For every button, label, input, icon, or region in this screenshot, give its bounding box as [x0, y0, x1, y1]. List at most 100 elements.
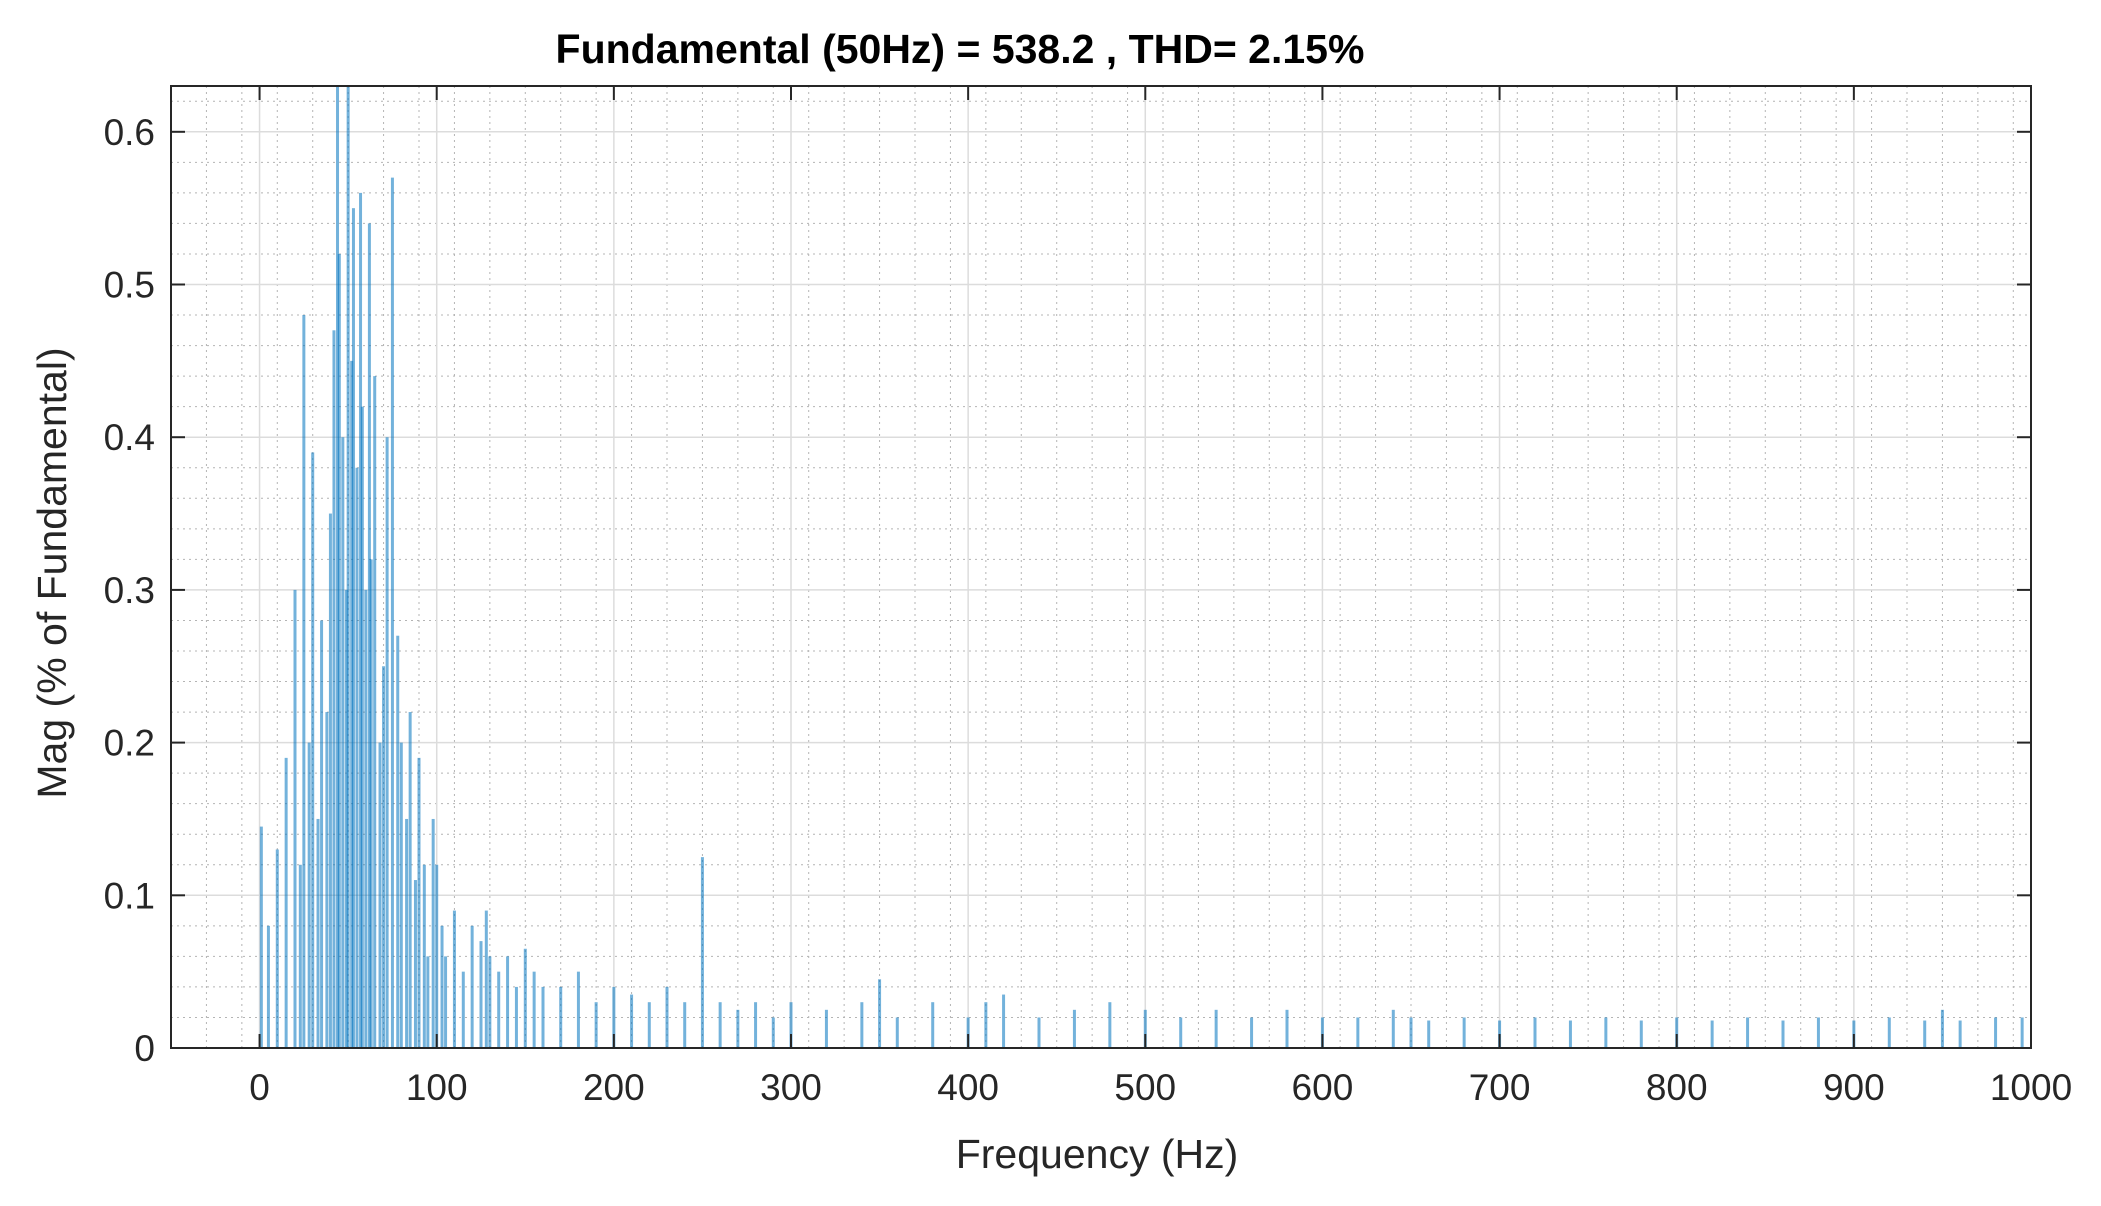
x-tick-label: 800 [1646, 1067, 1708, 1108]
spectrum-bar [754, 1002, 758, 1048]
y-tick-label: 0.6 [104, 112, 155, 153]
x-tick-label: 700 [1469, 1067, 1531, 1108]
spectrum-bar [1320, 1017, 1324, 1048]
spectrum-bar [1356, 1017, 1360, 1048]
x-tick-label: 1000 [1990, 1067, 2072, 1108]
x-tick-label: 0 [249, 1067, 270, 1108]
spectrum-bar [984, 1002, 988, 1048]
major-grid [171, 86, 2032, 1049]
spectrum-bar [382, 666, 386, 1048]
spectrum-bar [444, 956, 448, 1048]
spectrum-bar [408, 712, 412, 1048]
spectrum-bar [364, 589, 368, 1048]
spectrum-bar [399, 742, 403, 1048]
spectrum-bar [771, 1017, 775, 1048]
x-tick-label: 600 [1292, 1067, 1354, 1108]
y-tick-label: 0.1 [104, 875, 155, 916]
spectrum-bar [1409, 1017, 1413, 1048]
spectrum-bar [1781, 1020, 1785, 1048]
spectrum-bar [878, 979, 882, 1048]
spectrum-bar [1285, 1009, 1289, 1048]
spectrum-bar [1037, 1017, 1041, 1048]
y-tick-label: 0.2 [104, 723, 155, 764]
spectrum-bar [311, 452, 315, 1048]
y-tick-labels: 0 0.1 0.2 0.3 0.4 0.5 0.6 [104, 112, 155, 1069]
spectrum-bar [1250, 1017, 1254, 1048]
spectrum-bar [860, 1002, 864, 1048]
spectrum-bars [259, 86, 2024, 1049]
spectrum-bar [1427, 1020, 1431, 1048]
spectrum-bar [302, 315, 306, 1048]
spectrum-bar [328, 513, 332, 1048]
spectrum-bar [367, 223, 371, 1048]
spectrum-bar [332, 330, 336, 1048]
plot-area [171, 86, 2031, 1048]
spectrum-bar [630, 994, 634, 1048]
spectrum-bar [351, 208, 355, 1048]
spectrum-bar [488, 956, 492, 1048]
spectrum-bar [612, 986, 616, 1048]
spectrum-bar [390, 177, 394, 1049]
spectrum-bar [470, 925, 474, 1048]
spectrum-bar [1958, 1020, 1962, 1048]
spectrum-bar [440, 925, 444, 1048]
y-tick-label: 0.3 [104, 570, 155, 611]
spectrum-bar [541, 986, 545, 1048]
spectrum-bar [523, 948, 527, 1048]
y-tick-label: 0.4 [104, 417, 155, 458]
plot-frame [170, 85, 2032, 1049]
x-tick-labels: 0 100 200 300 400 500 600 700 800 900 1000 [249, 1067, 2072, 1108]
spectrum-bar [1143, 1009, 1147, 1048]
spectrum-bar [461, 971, 465, 1048]
spectrum-bar [1604, 1017, 1608, 1048]
spectrum-bar [417, 757, 421, 1048]
spectrum-bar [484, 910, 488, 1048]
spectrum-bar [359, 192, 363, 1048]
y-tick-label: 0.5 [104, 265, 155, 306]
spectrum-bar [355, 467, 359, 1048]
spectrum-bar [559, 986, 563, 1048]
spectrum-bar [532, 971, 536, 1048]
spectrum-bar [789, 1002, 793, 1048]
spectrum-bar [576, 971, 580, 1048]
spectrum-bar [293, 589, 297, 1048]
spectrum-bar [700, 857, 704, 1048]
spectrum-bar [316, 818, 320, 1048]
spectrum-bar [1675, 1017, 1679, 1048]
spectrum-bar [405, 818, 409, 1048]
spectrum-bar [307, 742, 311, 1048]
spectrum-bar [736, 1009, 740, 1048]
x-tick-label: 900 [1823, 1067, 1885, 1108]
x-tick-label: 200 [583, 1067, 645, 1108]
x-tick-label: 500 [1114, 1067, 1176, 1108]
spectrum-bar [895, 1017, 899, 1048]
axis-ticks [171, 86, 2032, 1049]
y-tick-label: 0 [134, 1028, 155, 1069]
spectrum-bar [1002, 994, 1006, 1048]
spectrum-bar [1994, 1017, 1998, 1048]
spectrum-bar [385, 437, 389, 1048]
spectrum-bar [413, 880, 417, 1048]
spectrum-bar [1710, 1020, 1714, 1048]
spectrum-bar [1214, 1009, 1218, 1048]
x-tick-label: 100 [406, 1067, 468, 1108]
spectrum-bar [320, 620, 324, 1048]
spectrum-bar [431, 818, 435, 1048]
spectrum-bar [344, 589, 348, 1048]
spectrum-bar [1533, 1017, 1537, 1048]
spectrum-bar [266, 925, 270, 1048]
chart-title: Fundamental (50Hz) = 538.2 , THD= 2.15% [556, 26, 1365, 72]
spectrum-bar [1746, 1017, 1750, 1048]
spectrum-bar [325, 712, 329, 1048]
x-tick-label: 300 [760, 1067, 822, 1108]
spectrum-bar [665, 986, 669, 1048]
spectrum-bar [824, 1009, 828, 1048]
spectrum-bar [1391, 1009, 1395, 1048]
spectrum-bar [346, 86, 350, 1048]
spectrum-bar [497, 971, 501, 1048]
spectrum-bar [452, 910, 456, 1048]
spectrum-bar [422, 864, 426, 1048]
spectrum-bar [2020, 1017, 2024, 1048]
spectrum-bar [284, 757, 288, 1048]
